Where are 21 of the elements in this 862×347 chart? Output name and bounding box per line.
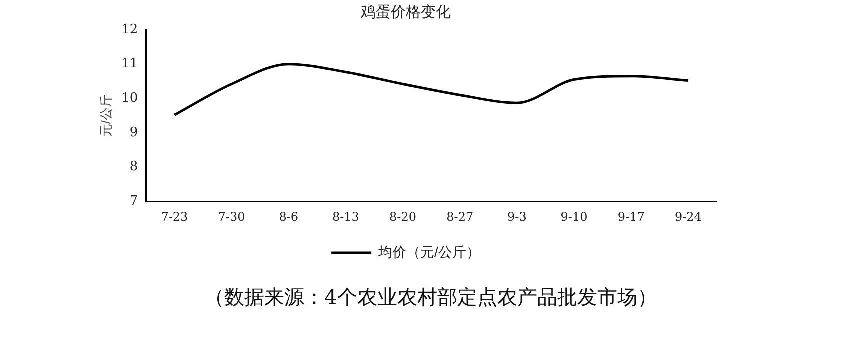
x-tick-label: 7-23 <box>161 210 188 224</box>
y-axis-title: 元/公斤 <box>98 94 114 138</box>
x-tick-label: 8-27 <box>446 210 474 224</box>
x-tick-label: 9-17 <box>618 210 645 224</box>
y-tick-label: 10 <box>122 91 138 106</box>
x-tick-label: 8-20 <box>390 210 417 224</box>
y-tick-label: 8 <box>130 160 138 175</box>
x-tick-label: 9-10 <box>560 210 588 224</box>
x-tick-label: 9-24 <box>674 210 702 224</box>
x-tick-label: 7-30 <box>218 210 246 224</box>
x-tick-label: 9-3 <box>508 210 527 224</box>
y-tick-label: 11 <box>122 56 138 72</box>
y-tick-label: 7 <box>130 194 138 209</box>
chart-title: 鸡蛋价格变化 <box>360 2 451 21</box>
x-tick-label: 8-6 <box>279 210 299 224</box>
y-tick-label: 9 <box>130 125 138 140</box>
x-tick-label: 8-13 <box>332 210 360 224</box>
y-tick-label: 12 <box>122 22 138 38</box>
text: （数据来源：4个农业农村部定点农产品批发市场） <box>204 284 658 311</box>
line-series <box>173 63 690 116</box>
legend-label: 均价（元/公斤） <box>378 244 480 260</box>
